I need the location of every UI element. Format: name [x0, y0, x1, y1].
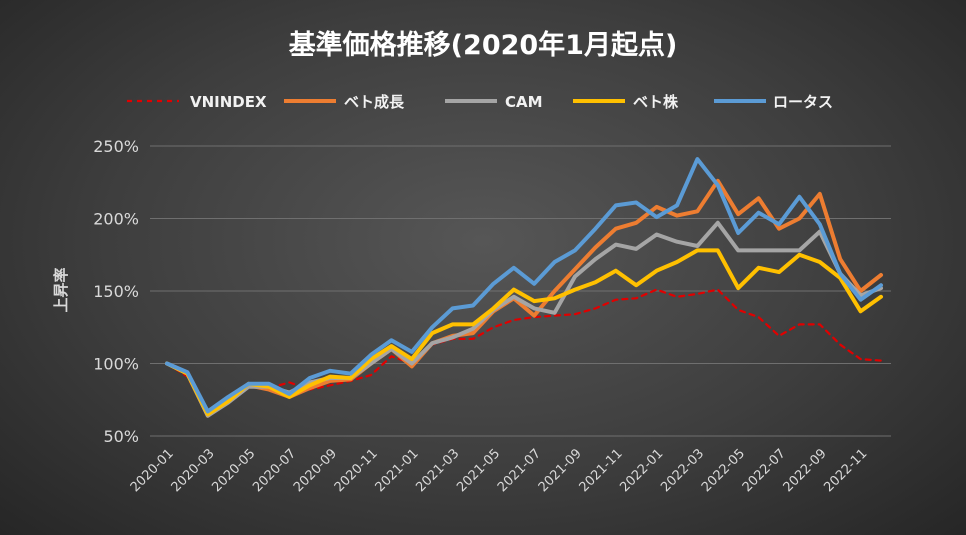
x-tick-label: 2021-09	[536, 446, 585, 495]
legend-label: CAM	[505, 93, 543, 111]
x-axis-ticks: 2020-012020-032020-052020-072020-092020-…	[128, 446, 871, 495]
chart-title: 基準価格推移(2020年1月起点)	[289, 29, 678, 61]
y-tick-label: 150%	[93, 282, 139, 301]
x-tick-label: 2021-07	[495, 446, 544, 495]
x-tick-label: 2020-09	[291, 446, 340, 495]
series-line-ベト成長	[165, 178, 883, 418]
x-tick-label: 2022-05	[699, 446, 748, 495]
gridlines	[150, 145, 891, 437]
y-tick-label: 250%	[93, 137, 139, 156]
x-tick-label: 2020-05	[209, 446, 258, 495]
x-tick-label: 2021-01	[373, 446, 422, 495]
series-line-ロータス	[165, 157, 883, 414]
legend-label: VNINDEX	[190, 93, 267, 111]
x-tick-label: 2022-03	[658, 446, 707, 495]
x-tick-label: 2020-07	[250, 446, 299, 495]
x-tick-label: 2021-11	[577, 446, 626, 495]
series-line-ベト株	[165, 248, 883, 417]
x-tick-label: 2020-11	[332, 446, 381, 495]
x-tick-label: 2021-03	[413, 446, 462, 495]
legend-label: ベト成長	[344, 93, 405, 111]
x-tick-label: 2022-07	[740, 446, 789, 495]
x-tick-label: 2021-05	[454, 446, 503, 495]
x-tick-label: 2022-11	[821, 446, 870, 495]
series-lines	[165, 157, 883, 418]
x-tick-label: 2020-03	[169, 446, 218, 495]
x-tick-label: 2020-01	[128, 446, 177, 495]
series-line-VNINDEX	[165, 288, 883, 417]
y-axis-ticks: 50% 100% 150% 200% 250%	[93, 137, 139, 446]
legend: VNINDEX ベト成長 CAM ベト株 ロータス	[127, 93, 833, 111]
legend-label: ベト株	[633, 93, 679, 111]
y-tick-label: 200%	[93, 210, 139, 229]
y-tick-label: 50%	[103, 427, 139, 446]
x-tick-label: 2022-01	[617, 446, 666, 495]
x-tick-label: 2022-09	[781, 446, 830, 495]
legend-label: ロータス	[773, 93, 833, 111]
y-axis-title: 上昇率	[52, 267, 70, 312]
y-tick-label: 100%	[93, 355, 139, 374]
